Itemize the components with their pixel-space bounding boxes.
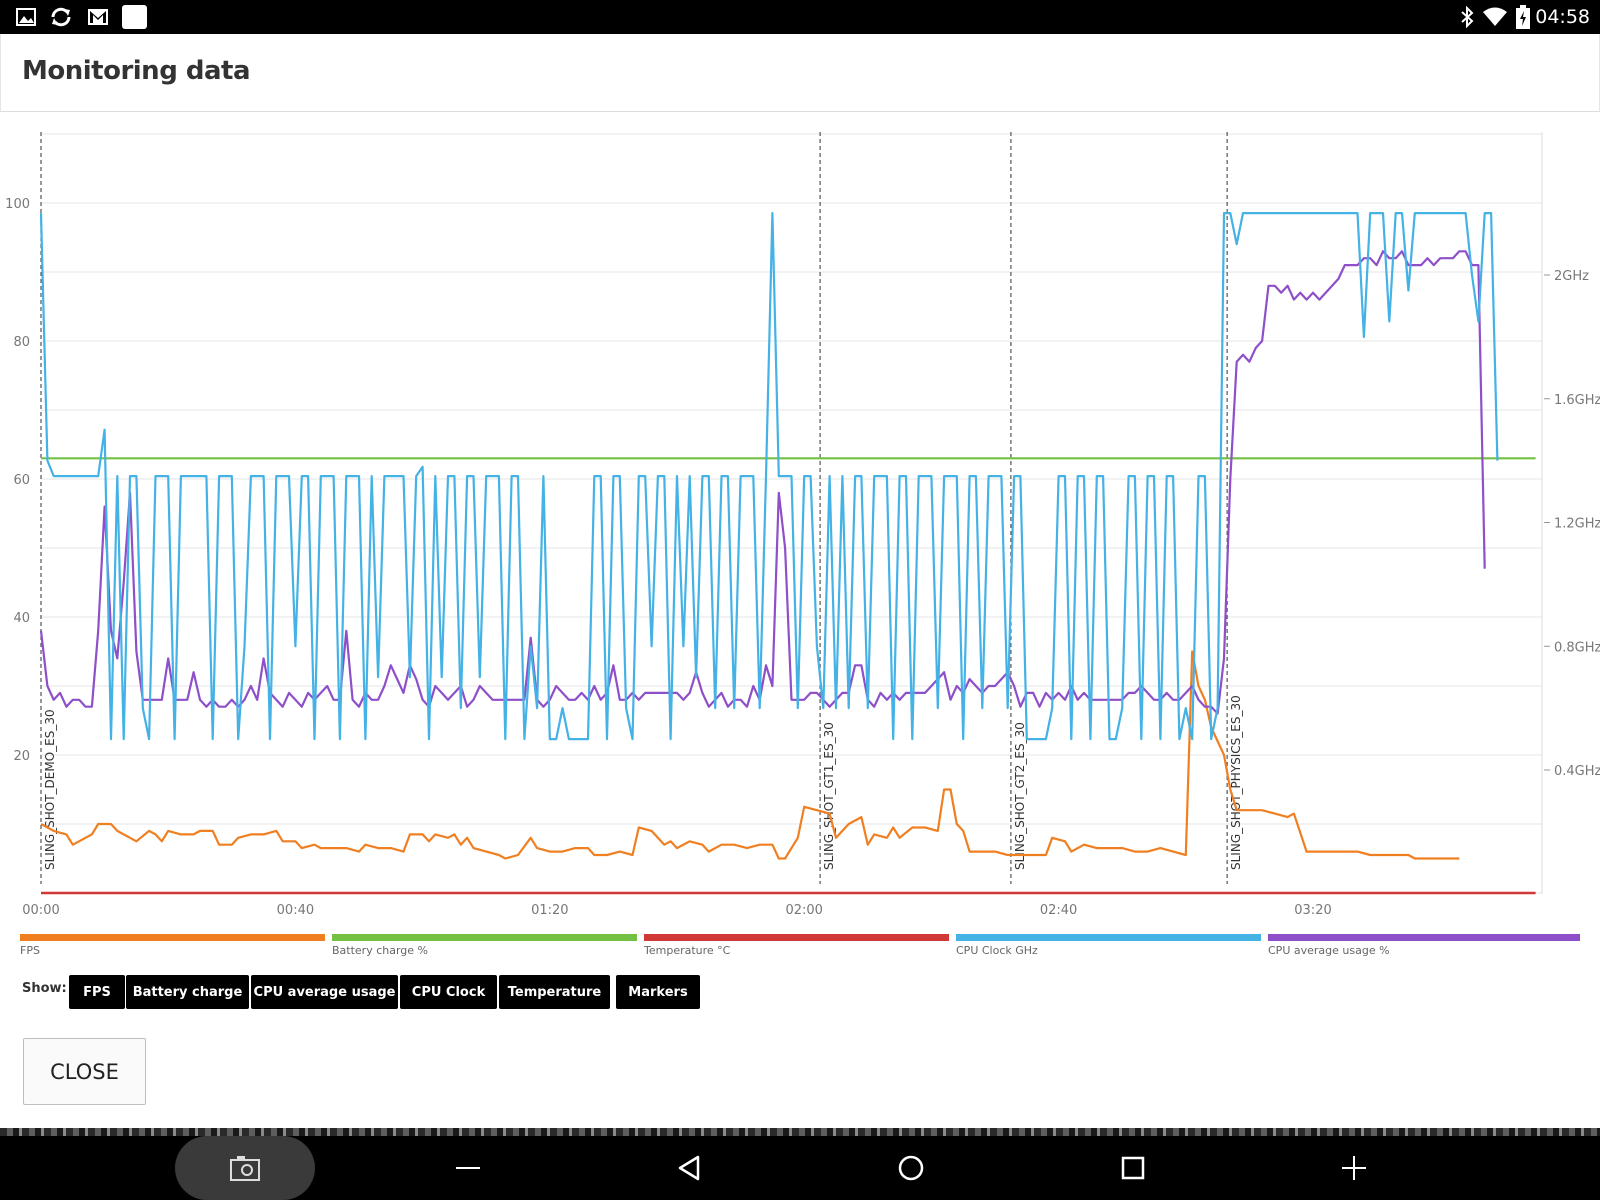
legend-cpu-clock: CPU Clock GHz [956, 934, 1261, 964]
back-icon[interactable] [677, 1155, 701, 1181]
right-y-tick-label: 0.4GHz [1554, 764, 1600, 779]
left-y-tick-label: 20 [13, 749, 30, 764]
cpu-clock-series-line [39, 211, 1499, 741]
legend-fps-swatch [20, 934, 325, 941]
toggle-cpu-clock-button[interactable]: CPU Clock [400, 975, 497, 1009]
legend-temperature-swatch [644, 934, 949, 941]
legend-fps: FPS [20, 934, 325, 964]
fps-series-line [40, 650, 1460, 860]
x-tick-label: 00:40 [277, 903, 314, 918]
left-y-tick-label: 60 [13, 473, 30, 488]
marker-label: SLING_SHOT_GT1_ES_30 [822, 722, 836, 870]
recents-icon[interactable] [1121, 1156, 1145, 1180]
bluetooth-icon [1461, 6, 1474, 28]
legend-temperature: Temperature °C [644, 934, 949, 964]
chart-legend: FPS Battery charge % Temperature °C CPU … [20, 934, 1580, 964]
legend-battery-swatch [332, 934, 637, 941]
marker-label: SLING_SHOT_PHYSICS_ES_30 [1229, 695, 1243, 870]
left-y-tick-label: 100 [5, 197, 30, 212]
x-tick-label: 03:20 [1294, 903, 1331, 918]
minus-icon[interactable] [456, 1166, 480, 1170]
home-icon[interactable] [898, 1155, 924, 1181]
app-header: Monitoring data [0, 34, 1600, 112]
right-y-tick-label: 1.2GHz [1554, 517, 1600, 532]
toggle-temperature-button[interactable]: Temperature [499, 975, 610, 1009]
close-button[interactable]: CLOSE [23, 1038, 146, 1105]
battery-icon [1516, 5, 1530, 29]
legend-battery: Battery charge % [332, 934, 637, 964]
monitoring-chart-svg: 100 80 60 40 20 2GHz 1.6GHz 1.2GHz 0.8GHz 0.4GHz 0… [5, 132, 1600, 918]
show-label: Show: [22, 981, 67, 996]
left-y-tick-label: 40 [13, 611, 30, 626]
right-y-tick-label: 0.8GHz [1554, 640, 1600, 655]
right-y-tick-label: 1.6GHz [1554, 393, 1600, 408]
status-bar: 04:58 [0, 0, 1600, 34]
page-title: Monitoring data [22, 56, 251, 86]
x-tick-label: 02:00 [785, 903, 822, 918]
monitoring-chart: 100 80 60 40 20 2GHz 1.6GHz 1.2GHz 0.8GHz 0.4GHz 0… [0, 112, 1600, 922]
legend-fps-label: FPS [20, 944, 40, 957]
sync-icon [51, 7, 71, 27]
image-icon [16, 8, 36, 26]
wifi-icon [1483, 7, 1507, 26]
x-tick-label: 02:40 [1040, 903, 1077, 918]
toggle-cpu-usage-button[interactable]: CPU average usage [251, 975, 398, 1009]
legend-cpu-clock-swatch [956, 934, 1261, 941]
legend-cpu-usage-swatch [1268, 934, 1580, 941]
legend-battery-label: Battery charge % [332, 944, 428, 957]
square-icon [122, 5, 147, 29]
navigation-bar [0, 1136, 1600, 1200]
legend-cpu-usage-label: CPU average usage % [1268, 944, 1390, 957]
marker-label: SLING_SHOT_GT2_ES_30 [1013, 722, 1027, 870]
marker-label: SLING_SHOT_DEMO_ES_30 [43, 709, 57, 870]
status-time: 04:58 [1535, 6, 1590, 28]
screenshot-icon [230, 1156, 260, 1181]
x-tick-label: 01:20 [531, 903, 568, 918]
cpu-usage-series-line [39, 250, 1486, 715]
mail-icon [88, 9, 108, 25]
legend-cpu-usage: CPU average usage % [1268, 934, 1580, 964]
right-y-tick-label: 2GHz [1554, 269, 1589, 284]
screenshot-button[interactable] [175, 1136, 315, 1200]
toggle-battery-button[interactable]: Battery charge [126, 975, 249, 1009]
x-tick-label: 00:00 [22, 903, 59, 918]
legend-temperature-label: Temperature °C [644, 944, 731, 957]
left-y-tick-label: 80 [13, 335, 30, 350]
legend-cpu-clock-label: CPU Clock GHz [956, 944, 1038, 957]
plus-icon[interactable] [1342, 1156, 1366, 1180]
background-texture [0, 1128, 1600, 1136]
toggle-fps-button[interactable]: FPS [69, 975, 125, 1009]
toggle-markers-button[interactable]: Markers [616, 975, 700, 1009]
